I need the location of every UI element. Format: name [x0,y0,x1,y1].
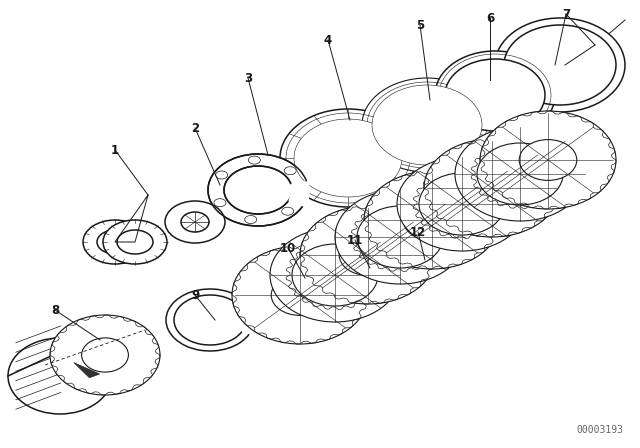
Ellipse shape [284,167,296,175]
Ellipse shape [82,338,129,372]
Ellipse shape [181,212,209,232]
Ellipse shape [380,91,474,159]
Ellipse shape [362,78,492,172]
Ellipse shape [165,201,225,243]
Ellipse shape [403,200,461,241]
Text: 4: 4 [324,34,332,47]
Text: 8: 8 [51,303,59,316]
Text: 5: 5 [416,18,424,31]
Ellipse shape [224,166,292,214]
Ellipse shape [504,25,616,105]
Text: 6: 6 [486,12,494,25]
Ellipse shape [300,206,436,304]
Ellipse shape [97,230,133,254]
Ellipse shape [294,119,402,197]
Ellipse shape [208,154,308,226]
Ellipse shape [216,171,228,179]
Text: 1: 1 [111,143,119,156]
Ellipse shape [300,123,396,193]
Text: 9: 9 [191,289,199,302]
Ellipse shape [463,168,521,208]
Ellipse shape [282,207,294,215]
Text: 2: 2 [191,121,199,134]
Ellipse shape [280,109,416,207]
Ellipse shape [270,228,400,322]
Ellipse shape [455,127,585,221]
Ellipse shape [339,235,397,276]
Ellipse shape [335,190,465,284]
Ellipse shape [445,59,545,131]
Ellipse shape [214,198,226,207]
Polygon shape [74,362,100,378]
Wedge shape [289,181,309,207]
Ellipse shape [372,85,482,165]
Ellipse shape [419,173,505,235]
Ellipse shape [480,111,616,209]
Ellipse shape [357,206,443,268]
Ellipse shape [271,275,329,315]
Text: 7: 7 [562,8,570,21]
Text: 12: 12 [410,225,426,238]
Ellipse shape [166,289,254,351]
Ellipse shape [292,244,378,306]
Ellipse shape [477,143,563,205]
Ellipse shape [397,157,527,251]
Ellipse shape [435,51,555,139]
Ellipse shape [495,18,625,112]
Text: 10: 10 [280,241,296,254]
Ellipse shape [8,338,112,414]
Ellipse shape [232,246,368,344]
Ellipse shape [244,215,257,224]
Ellipse shape [83,220,147,264]
Ellipse shape [519,140,577,181]
Text: 3: 3 [244,72,252,85]
Ellipse shape [103,220,167,264]
Text: 00003193: 00003193 [577,425,623,435]
Ellipse shape [364,171,500,269]
Ellipse shape [50,315,160,395]
Ellipse shape [424,139,560,237]
Ellipse shape [117,230,153,254]
Text: 11: 11 [347,233,363,246]
Ellipse shape [248,156,260,164]
